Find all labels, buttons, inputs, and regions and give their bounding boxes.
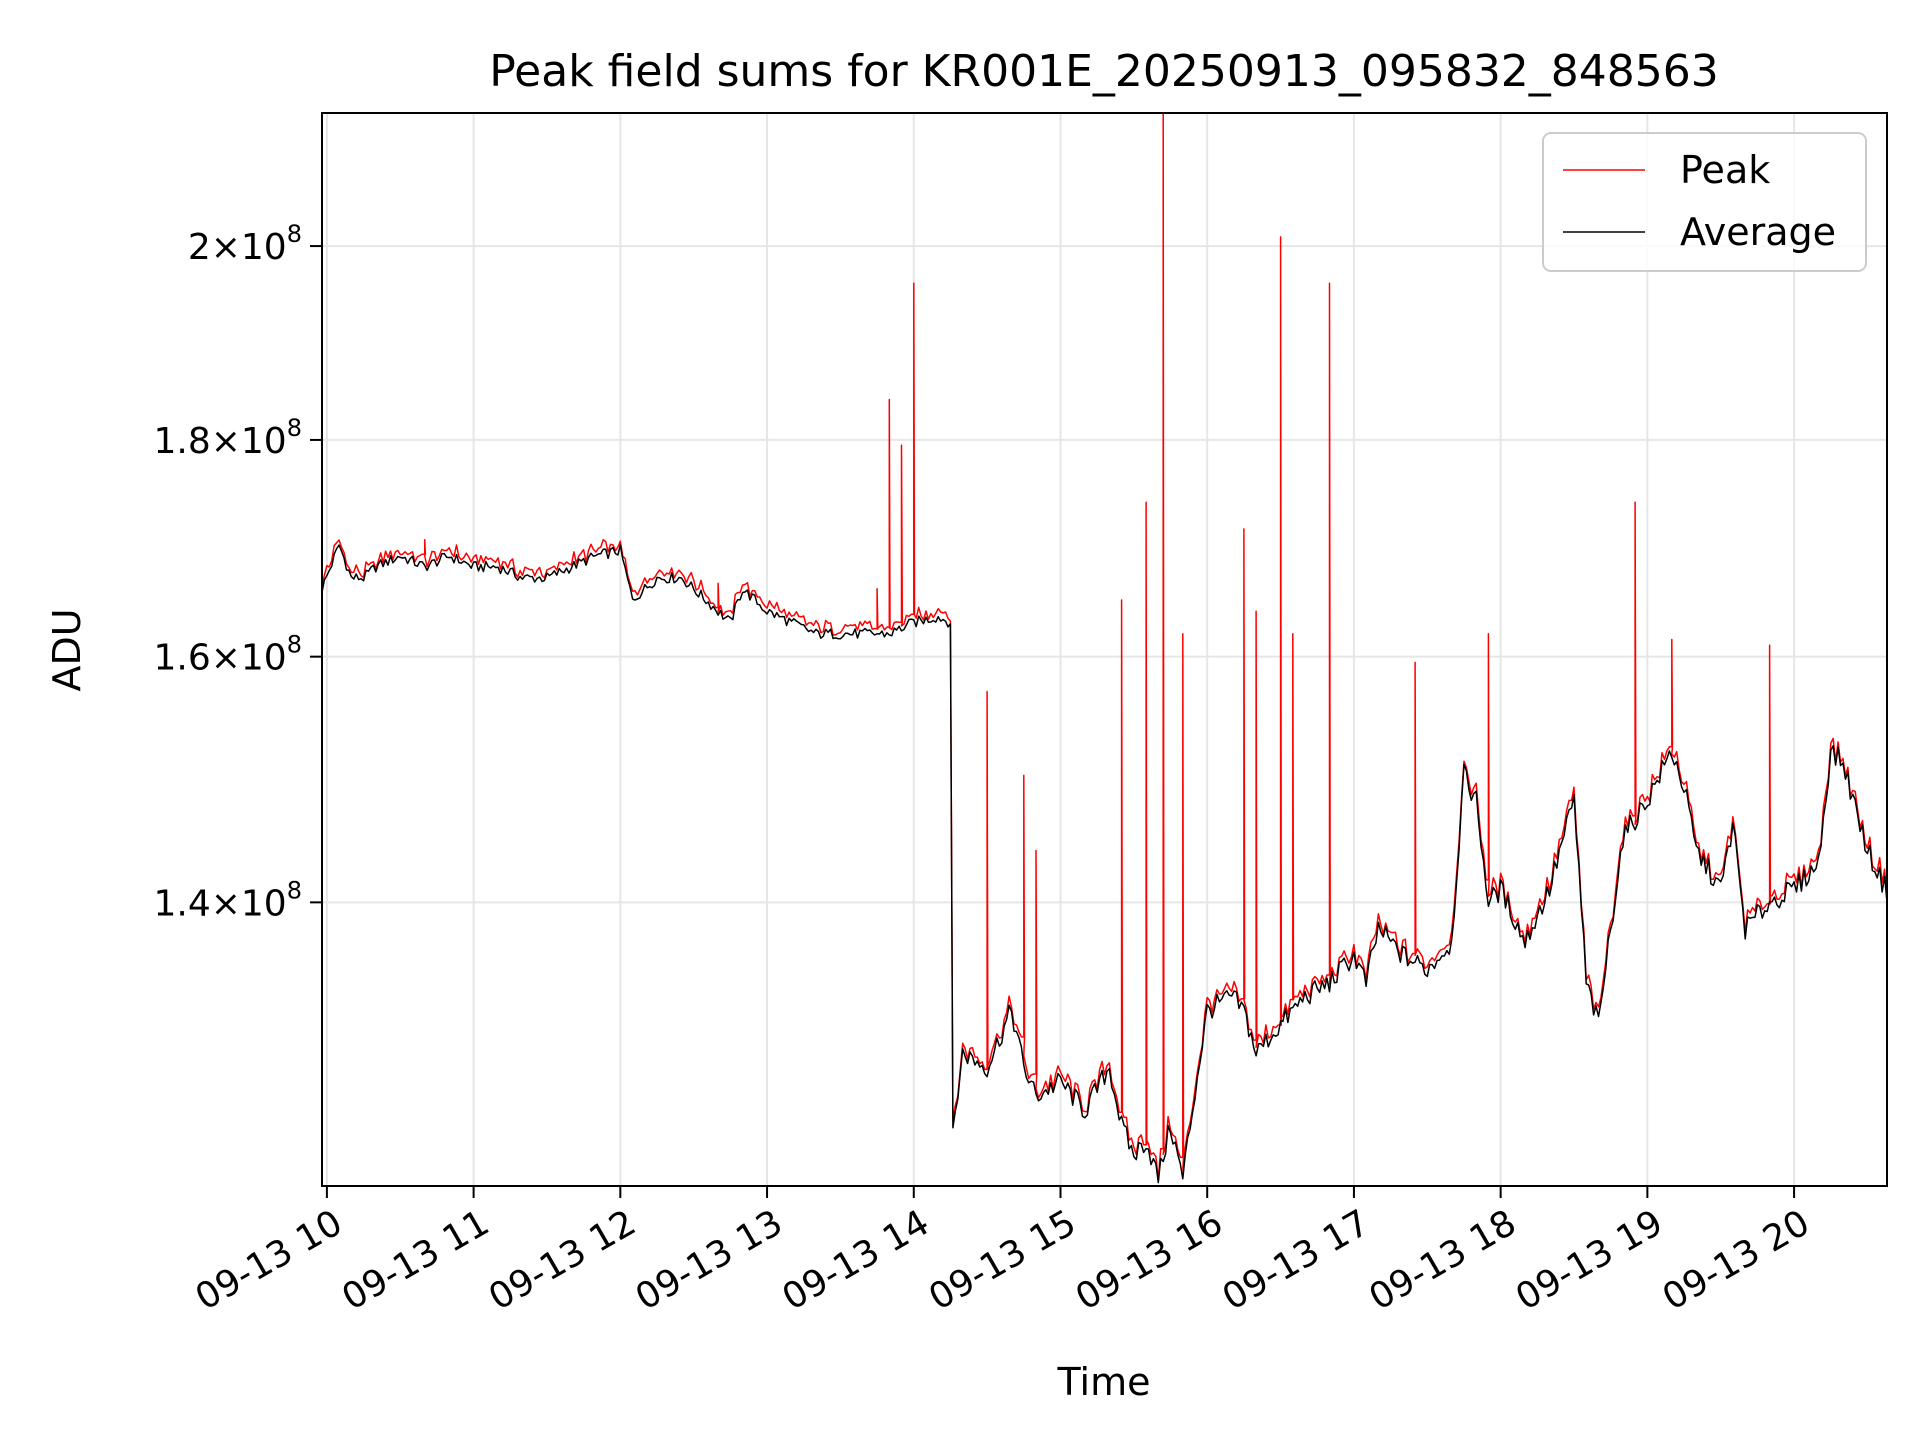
- plot-frame: [321, 112, 1888, 1187]
- grid: [322, 113, 1887, 1186]
- chart-title: Peak field sums for KR001E_20250913_0958…: [489, 46, 1719, 97]
- y-tick-label: 1.4×108: [153, 876, 302, 924]
- series-layer: [321, 112, 1888, 1184]
- legend-box: [1542, 132, 1867, 272]
- y-tick-label: 1.8×108: [153, 414, 302, 462]
- legend-label-peak: Peak: [1680, 148, 1770, 192]
- y-tick-label: 1.6×108: [153, 631, 302, 679]
- x-axis-label: Time: [1057, 1360, 1151, 1404]
- series-line-average: [321, 544, 1888, 1184]
- y-tick-label: 2×108: [188, 220, 302, 268]
- y-axis: 1.4×108 1.6×108 1.8×108 2×108: [153, 220, 322, 924]
- y-axis-label: ADU: [45, 608, 89, 691]
- series-line-peak: [321, 112, 1888, 1180]
- plot-area: [322, 113, 1887, 1186]
- legend-label-average: Average: [1680, 210, 1836, 254]
- legend: Peak Average: [1542, 132, 1867, 272]
